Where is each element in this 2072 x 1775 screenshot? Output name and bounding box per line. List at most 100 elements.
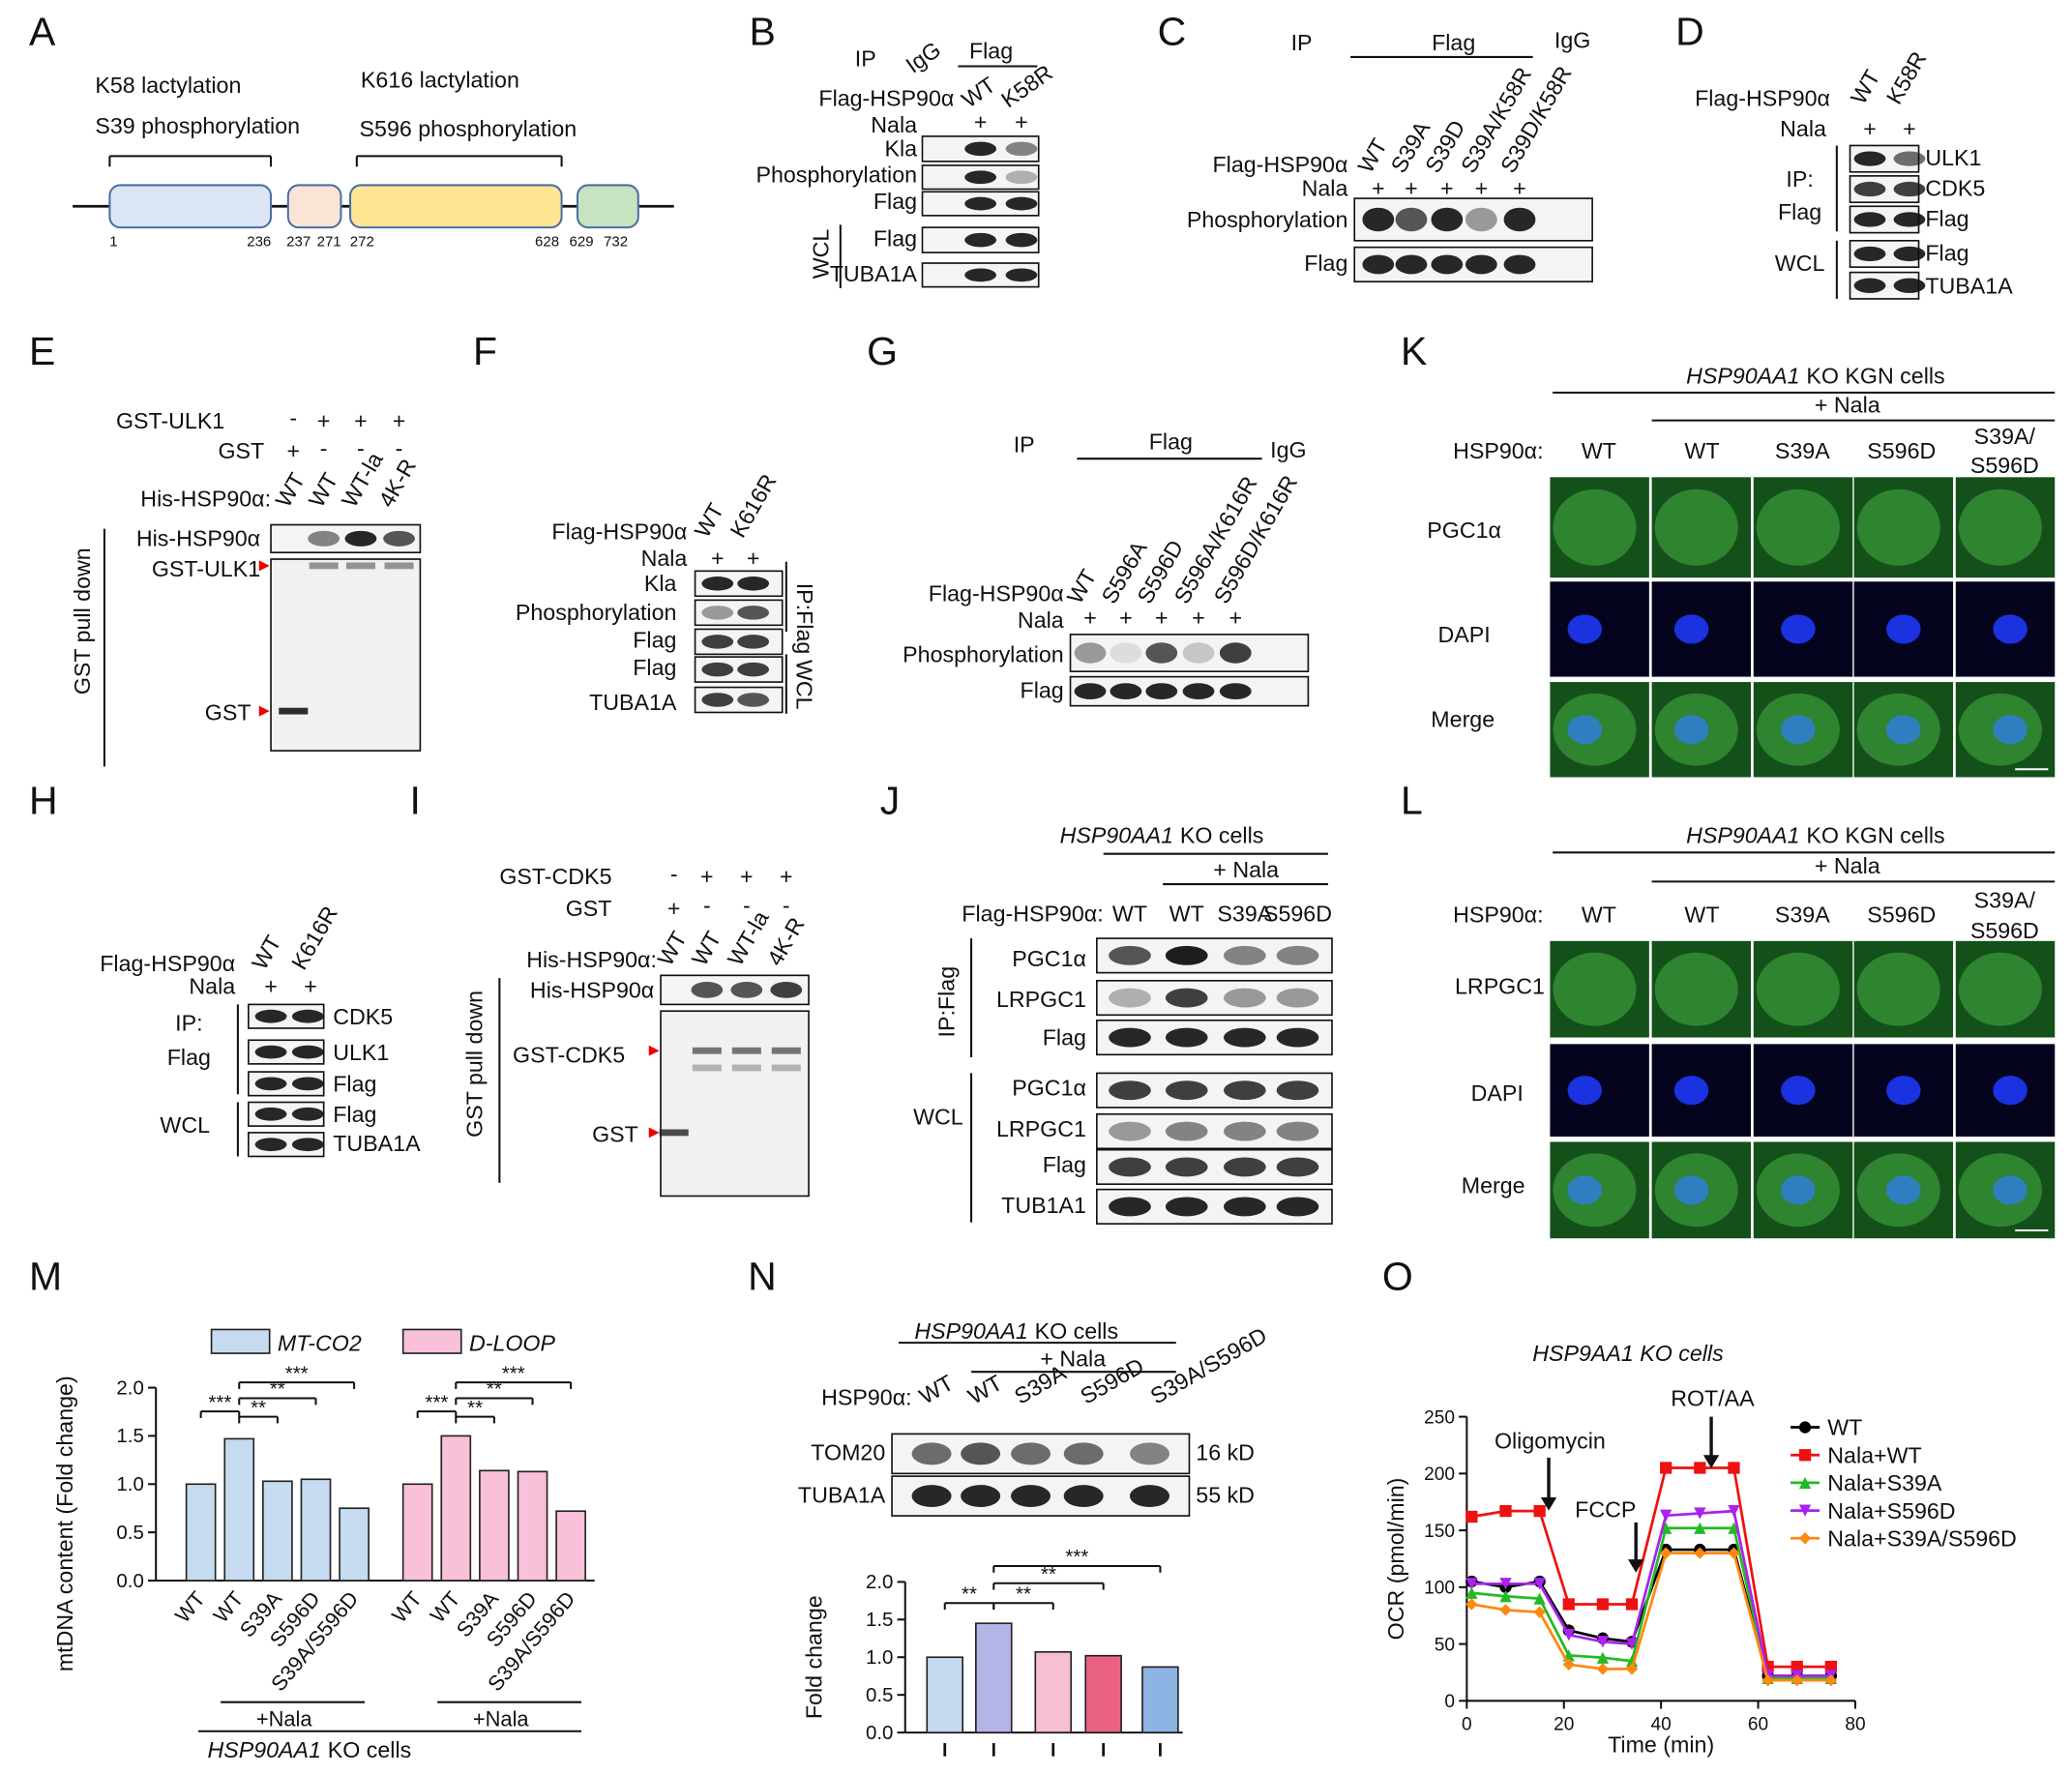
legend-label: WT xyxy=(1827,1415,1862,1440)
legend-label: Nala+WT xyxy=(1827,1442,1921,1467)
band xyxy=(1853,212,1886,227)
label: GST-CDK5 xyxy=(499,864,611,889)
label: Flag-HSP90α xyxy=(1695,85,1830,110)
y-tick-label: 250 xyxy=(1424,1407,1455,1428)
panel-letter: H xyxy=(29,779,58,823)
band xyxy=(659,1129,689,1137)
y-tick-label: 0.5 xyxy=(116,1522,143,1544)
point xyxy=(1499,1578,1512,1590)
band xyxy=(1893,212,1926,227)
label: S39A xyxy=(1775,902,1830,928)
point xyxy=(1465,1510,1478,1524)
band xyxy=(344,530,377,547)
label: S596D xyxy=(1970,453,2039,478)
band xyxy=(1503,207,1536,232)
point xyxy=(1533,1606,1546,1618)
label: TUBA1A xyxy=(333,1131,421,1156)
cell-signal xyxy=(1756,488,1840,566)
band xyxy=(1465,207,1497,232)
label: 55 kD xyxy=(1196,1482,1255,1507)
label: + xyxy=(740,864,754,889)
label: IgG xyxy=(1554,27,1590,52)
label: CDK5 xyxy=(1925,175,1985,200)
label: HSP90AA1 xyxy=(914,1318,1027,1344)
y-tick-label: 1.5 xyxy=(116,1425,143,1447)
significance: *** xyxy=(285,1362,309,1384)
bar xyxy=(440,1435,472,1582)
cell-signal xyxy=(1553,952,1637,1026)
band xyxy=(1431,207,1464,232)
band xyxy=(1109,1197,1151,1217)
band xyxy=(961,1442,1001,1465)
label: WT xyxy=(1582,438,1616,463)
label: S39A/ xyxy=(1974,424,2036,449)
legend-label: Nala+S596D xyxy=(1827,1498,1955,1524)
panel-letter: O xyxy=(1382,1254,1413,1298)
label: TUBA1A xyxy=(798,1482,886,1507)
label: Nala xyxy=(1302,175,1348,200)
label: + xyxy=(1228,605,1242,630)
nucleus xyxy=(1781,715,1816,745)
band xyxy=(1074,683,1107,700)
panel-letter: G xyxy=(867,329,898,373)
band xyxy=(701,577,734,591)
label: His-HSP90α: xyxy=(140,486,271,511)
band xyxy=(964,141,997,157)
bar xyxy=(185,1483,217,1582)
band xyxy=(1005,268,1038,282)
label: - xyxy=(396,435,403,460)
label: Flag xyxy=(1925,206,1968,231)
band xyxy=(692,1064,722,1072)
label: Nala xyxy=(1780,116,1826,141)
x-axis-label: Time (min) xyxy=(1608,1732,1714,1758)
label: S596D xyxy=(1867,438,1936,463)
band xyxy=(1276,1027,1319,1048)
label: Flag xyxy=(333,1102,376,1127)
band xyxy=(1219,683,1252,700)
band xyxy=(1893,181,1926,197)
label: + xyxy=(1513,175,1526,200)
x-tick-label: 40 xyxy=(1651,1714,1672,1734)
nucleus xyxy=(1567,1076,1603,1106)
y-tick-label: 0.0 xyxy=(116,1570,143,1592)
label: + xyxy=(1405,175,1418,200)
x-tick-label: 60 xyxy=(1748,1714,1768,1734)
band xyxy=(291,1107,324,1121)
point xyxy=(1728,1462,1740,1474)
panel-letter: I xyxy=(409,779,420,823)
red-arrow xyxy=(258,560,270,572)
label: Nala xyxy=(641,546,688,571)
panel-letter: B xyxy=(750,10,776,54)
label: - xyxy=(670,861,678,886)
band xyxy=(1503,254,1536,275)
cell-signal xyxy=(1856,488,1940,566)
domain xyxy=(108,184,273,229)
cell-signal xyxy=(1756,952,1840,1026)
band xyxy=(291,1138,324,1152)
label: 629 xyxy=(570,233,594,250)
nucleus xyxy=(1781,614,1816,644)
red-arrow xyxy=(648,1045,660,1056)
bar xyxy=(975,1622,1013,1733)
label: Flag xyxy=(1304,251,1347,276)
label: Merge xyxy=(1462,1173,1525,1198)
label: GST xyxy=(566,896,612,921)
band xyxy=(1223,1080,1266,1101)
label: S596D xyxy=(1970,918,2039,943)
label: + xyxy=(700,864,714,889)
band xyxy=(1182,683,1215,700)
label: + xyxy=(667,896,681,921)
label: - xyxy=(289,405,297,430)
annotation-arrowhead xyxy=(1702,1455,1720,1468)
x-tick-label: 20 xyxy=(1554,1714,1574,1734)
band xyxy=(1223,1027,1266,1048)
legend-swatch xyxy=(210,1328,271,1354)
label: + xyxy=(393,408,406,433)
bar xyxy=(1034,1650,1073,1733)
label: - xyxy=(320,435,328,460)
legend-swatch xyxy=(401,1328,462,1354)
y-tick-label: 2.0 xyxy=(116,1376,143,1399)
label: IP: xyxy=(1786,166,1813,192)
label: Kla xyxy=(884,135,917,161)
